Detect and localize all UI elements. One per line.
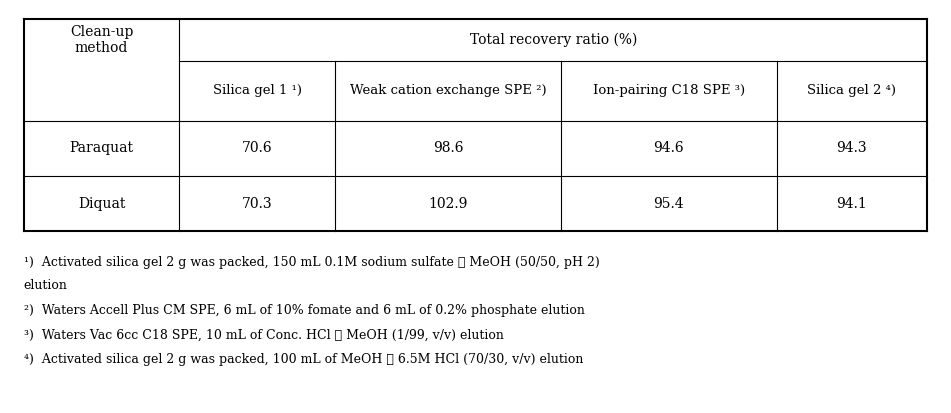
Text: 94.3: 94.3 [837, 141, 867, 155]
Text: Total recovery ratio (%): Total recovery ratio (%) [470, 33, 637, 47]
Text: ⁴)  Activated silica gel 2 g was packed, 100 mL of MeOH ： 6.5M HCl (70/30, v/v) : ⁴) Activated silica gel 2 g was packed, … [24, 353, 583, 366]
Text: Diquat: Diquat [78, 197, 126, 211]
Text: 70.6: 70.6 [242, 141, 273, 155]
Text: 102.9: 102.9 [428, 197, 468, 211]
Text: 70.3: 70.3 [242, 197, 273, 211]
Text: ³)  Waters Vac 6cc C18 SPE, 10 mL of Conc. HCl ： MeOH (1/99, v/v) elution: ³) Waters Vac 6cc C18 SPE, 10 mL of Conc… [24, 328, 504, 341]
Text: Ion-pairing C18 SPE ³): Ion-pairing C18 SPE ³) [592, 84, 745, 97]
Text: 94.6: 94.6 [653, 141, 684, 155]
Text: Silica gel 2 ⁴): Silica gel 2 ⁴) [807, 84, 897, 97]
Text: Clean-up
method: Clean-up method [69, 25, 133, 55]
Text: 94.1: 94.1 [837, 197, 867, 211]
Text: Weak cation exchange SPE ²): Weak cation exchange SPE ²) [350, 84, 546, 97]
Text: 95.4: 95.4 [653, 197, 684, 211]
Text: elution: elution [24, 279, 68, 292]
Text: 98.6: 98.6 [433, 141, 463, 155]
Text: ²)  Waters Accell Plus CM SPE, 6 mL of 10% fomate and 6 mL of 0.2% phosphate elu: ²) Waters Accell Plus CM SPE, 6 mL of 10… [24, 304, 585, 316]
Text: Silica gel 1 ¹): Silica gel 1 ¹) [213, 84, 301, 97]
Text: ¹)  Activated silica gel 2 g was packed, 150 mL 0.1M sodium sulfate ： MeOH (50/5: ¹) Activated silica gel 2 g was packed, … [24, 256, 599, 269]
Text: Paraquat: Paraquat [69, 141, 133, 155]
